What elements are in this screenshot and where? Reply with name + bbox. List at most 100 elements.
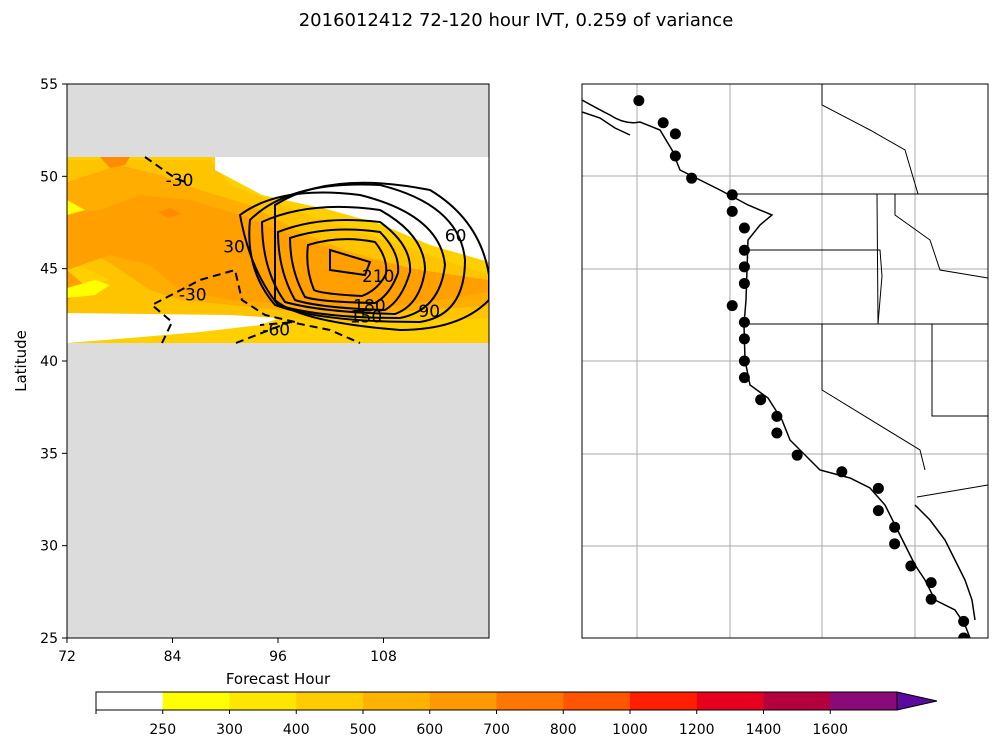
station-point: [686, 172, 698, 184]
colorbar-tick-label: 1000: [612, 722, 648, 738]
station-point: [726, 300, 738, 312]
colorbar: 250 300 400 500 600 700 800 1000 1200 1400 1600: [95, 691, 938, 738]
station-point: [738, 261, 750, 273]
station-point: [738, 355, 750, 367]
colorbar-segment: [830, 692, 898, 710]
colorbar-segment: [96, 692, 164, 710]
ivt-fill-700-b: [158, 208, 182, 218]
station-point: [738, 222, 750, 234]
border-nv-ut: [931, 324, 988, 417]
colorbar-segment: [696, 692, 764, 710]
station-point: [657, 117, 669, 129]
ivt-fill-700: [100, 157, 130, 168]
border-mt: [894, 194, 988, 279]
colorbar-segment: [429, 692, 497, 710]
contour-150: [276, 218, 412, 312]
contour-30: [238, 191, 447, 320]
border-wa-or: [748, 249, 883, 325]
colorbar-segment: [296, 692, 364, 710]
contour-neg30-north: [144, 156, 186, 183]
y-tick-label: 55: [40, 77, 58, 93]
station-point: [669, 128, 681, 140]
contour-label: 60: [445, 226, 467, 246]
contour-neg60: [235, 320, 361, 344]
colorbar-segments: [96, 691, 938, 711]
station-point: [872, 505, 884, 517]
station-point: [738, 316, 750, 328]
station-point: [726, 189, 738, 201]
station-point: [726, 205, 738, 217]
y-tick-label: 35: [40, 446, 58, 462]
figure-title: 2016012412 72-120 hour IVT, 0.259 of var…: [299, 10, 734, 31]
station-point: [791, 449, 803, 461]
borders: [735, 84, 988, 498]
contour-label: -60: [262, 321, 290, 341]
colorbar-extension-arrow: [896, 691, 938, 711]
contour-label: -30: [179, 286, 207, 306]
station-point: [771, 410, 783, 422]
station-points: [633, 95, 970, 638]
x-tick-label: 84: [164, 649, 182, 665]
colorbar-tick-label: 1600: [812, 722, 848, 738]
border-ca-nv: [821, 324, 926, 471]
x-tick-label: 108: [370, 649, 397, 665]
station-point: [633, 95, 645, 107]
colorbar-tick-label: 1200: [679, 722, 715, 738]
island-path: [582, 111, 631, 136]
contour-label: 90: [418, 302, 440, 322]
station-point: [755, 394, 767, 406]
station-point: [958, 632, 970, 638]
station-point: [889, 521, 901, 533]
station-point: [958, 615, 970, 627]
ivt-fill-250-b: [67, 200, 85, 215]
colorbar-tick-label: 700: [483, 722, 510, 738]
colorbar-segment: [563, 692, 631, 710]
contour-210: [306, 238, 388, 298]
ivt-fill-250: [67, 280, 110, 298]
left-y-axis-label: Latitude: [12, 330, 30, 392]
contour-label: 150: [350, 308, 382, 328]
x-tick-label: 72: [58, 649, 76, 665]
y-tick-label: 30: [40, 539, 58, 555]
station-point: [925, 593, 937, 605]
station-point: [771, 427, 783, 439]
colorbar-tick-label: 600: [416, 722, 443, 738]
colorbar-segment: [229, 692, 297, 710]
colorbar-tick-label: 800: [550, 722, 577, 738]
station-point: [738, 372, 750, 384]
colorbar-segment: [630, 692, 698, 710]
contour-90: [248, 183, 467, 324]
station-point: [925, 577, 937, 589]
colorbar-segment: [363, 692, 431, 710]
colorbar-tick-label: 1400: [746, 722, 782, 738]
baja-east-coast: [914, 504, 976, 621]
station-point: [738, 244, 750, 256]
station-point: [738, 333, 750, 345]
y-tick-label: 50: [40, 169, 58, 185]
colorbar-segment: [496, 692, 564, 710]
left-x-axis-label: Forecast Hour: [226, 670, 331, 688]
right-panel: [581, 83, 989, 639]
station-point: [889, 538, 901, 550]
contour-120: [260, 205, 427, 316]
x-tick-label: 96: [269, 649, 287, 665]
y-tick-label: 40: [40, 354, 58, 370]
station-point: [836, 466, 848, 478]
colorbar-tick-label: 500: [350, 722, 377, 738]
colorbar-tick-label: 300: [216, 722, 243, 738]
border-bc-ab: [821, 84, 919, 195]
contour-240: [329, 248, 372, 277]
station-point: [669, 150, 681, 162]
colorbar-tick-label: 250: [149, 722, 176, 738]
border-id: [876, 193, 879, 325]
colorbar-tick-label: 400: [283, 722, 310, 738]
station-point: [905, 560, 917, 572]
colorbar-ticks: 250 300 400 500 600 700 800 1000 1200 1400 1600: [95, 710, 848, 738]
missing-region-sw: [67, 313, 280, 343]
station-point: [872, 482, 884, 494]
missing-region-ne: [215, 157, 489, 262]
y-tick-label: 25: [40, 631, 58, 647]
